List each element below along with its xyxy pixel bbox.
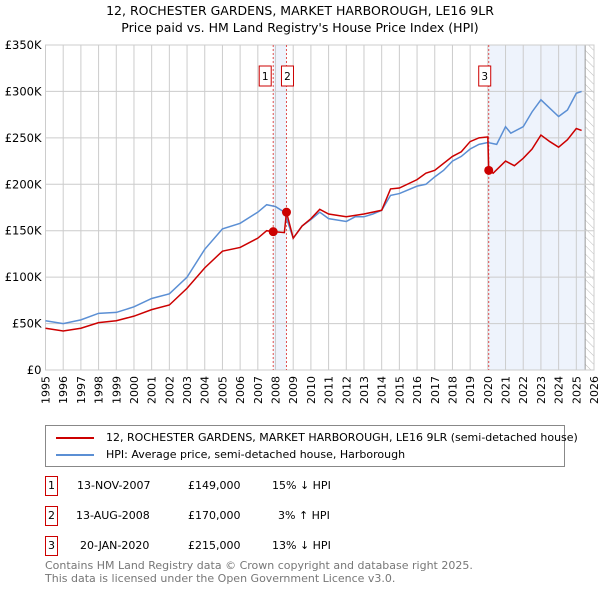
x-tick-label: 2018 xyxy=(446,376,459,404)
x-tick-label: 1997 xyxy=(75,376,88,404)
legend-label: HPI: Average price, semi-detached house,… xyxy=(106,448,406,461)
x-tick-label: 2011 xyxy=(323,376,336,404)
marker-badge: 1 xyxy=(45,476,58,496)
sale-point xyxy=(268,227,278,237)
red-line-swatch xyxy=(56,436,94,439)
x-tick-label: 1996 xyxy=(57,376,70,404)
footer: Contains HM Land Registry data © Crown c… xyxy=(45,559,473,585)
x-tick-label: 2024 xyxy=(553,376,566,404)
x-tick-label: 2016 xyxy=(411,376,424,404)
x-tick-label: 2021 xyxy=(500,376,513,404)
y-tick-label: £150K xyxy=(5,224,42,238)
transaction-row: 2 13-AUG-2008 £170,000 3% ↑ HPI xyxy=(45,506,445,526)
x-tick-label: 2020 xyxy=(482,376,495,404)
sale-badge-label: 2 xyxy=(284,71,291,83)
shaded-period xyxy=(273,45,287,370)
blue-line-swatch xyxy=(56,453,94,456)
x-tick-label: 2023 xyxy=(535,376,548,404)
legend-item-hpi: HPI: Average price, semi-detached house,… xyxy=(56,448,405,461)
x-tick-label: 2017 xyxy=(429,376,442,404)
x-tick-label: 2003 xyxy=(181,376,194,404)
sale-point xyxy=(281,207,291,217)
sale-badge-label: 1 xyxy=(262,71,269,83)
y-tick-label: £200K xyxy=(5,177,42,191)
chart-title: 12, ROCHESTER GARDENS, MARKET HARBOROUGH… xyxy=(0,2,600,36)
transaction-date: 13-AUG-2008 xyxy=(76,509,150,522)
legend-label: 12, ROCHESTER GARDENS, MARKET HARBOROUGH… xyxy=(106,431,578,444)
x-tick-label: 1995 xyxy=(40,376,53,404)
property-price-line xyxy=(45,127,582,332)
marker-badge: 2 xyxy=(45,506,58,526)
sale-badge xyxy=(258,65,272,87)
y-tick-label: £350K xyxy=(5,38,42,52)
x-tick-label: 2010 xyxy=(305,376,318,404)
x-tick-label: 2001 xyxy=(146,376,159,404)
footer-copyright: Contains HM Land Registry data © Crown c… xyxy=(45,559,473,572)
title-line-1: 12, ROCHESTER GARDENS, MARKET HARBOROUGH… xyxy=(106,3,494,18)
transaction-hpi: 15% ↓ HPI xyxy=(272,479,331,492)
transaction-price: £170,000 xyxy=(188,509,241,522)
x-tick-label: 2025 xyxy=(570,376,583,404)
transaction-hpi: 3% ↑ HPI xyxy=(278,509,330,522)
forecast-hatch xyxy=(585,45,594,370)
y-tick-label: £250K xyxy=(5,131,42,145)
x-tick-label: 1999 xyxy=(110,376,123,404)
x-tick-label: 2002 xyxy=(163,376,176,404)
hpi-line xyxy=(45,90,582,325)
transaction-price: £215,000 xyxy=(188,539,241,552)
transaction-date: 20-JAN-2020 xyxy=(80,539,150,552)
x-tick-label: 2012 xyxy=(340,376,353,404)
legend-item-property: 12, ROCHESTER GARDENS, MARKET HARBOROUGH… xyxy=(56,431,578,444)
sale-point xyxy=(484,165,494,175)
x-tick-label: 2026 xyxy=(588,376,600,404)
sale-badge xyxy=(280,65,294,87)
x-tick-label: 1998 xyxy=(93,376,106,404)
x-tick-label: 2013 xyxy=(358,376,371,404)
plot-frame xyxy=(45,44,595,371)
x-tick-label: 2009 xyxy=(287,376,300,404)
transaction-price: £149,000 xyxy=(188,479,241,492)
x-tick-label: 2022 xyxy=(517,376,530,404)
shaded-period xyxy=(488,45,586,370)
title-line-2: Price paid vs. HM Land Registry's House … xyxy=(121,20,479,35)
x-tick-label: 2005 xyxy=(216,376,229,404)
x-tick-label: 2019 xyxy=(464,376,477,404)
y-tick-label: £0 xyxy=(27,363,42,377)
transaction-date: 13-NOV-2007 xyxy=(77,479,151,492)
y-tick-label: £50K xyxy=(12,317,42,331)
transaction-hpi: 13% ↓ HPI xyxy=(272,539,331,552)
x-tick-label: 2015 xyxy=(393,376,406,404)
sale-badge xyxy=(478,65,492,87)
transaction-row: 3 20-JAN-2020 £215,000 13% ↓ HPI xyxy=(45,536,445,556)
marker-badge: 3 xyxy=(45,536,58,556)
x-tick-label: 2000 xyxy=(128,376,141,404)
price-chart: 1995 1996 1997 1998 1999 2000 2001 2002 2003 2004… xyxy=(5,38,600,404)
y-tick-label: £300K xyxy=(5,84,42,98)
transaction-row: 1 13-NOV-2007 £149,000 15% ↓ HPI xyxy=(45,476,445,496)
sale-badge-label: 3 xyxy=(481,71,488,83)
x-tick-label: 2004 xyxy=(199,376,212,404)
footer-license: This data is licensed under the Open Gov… xyxy=(45,572,396,585)
legend: 12, ROCHESTER GARDENS, MARKET HARBOROUGH… xyxy=(45,425,578,467)
x-tick-label: 2008 xyxy=(270,376,283,404)
x-tick-label: 2014 xyxy=(376,376,389,404)
y-tick-label: £100K xyxy=(5,270,42,284)
x-tick-label: 2006 xyxy=(234,376,247,404)
x-tick-label: 2007 xyxy=(252,376,265,404)
